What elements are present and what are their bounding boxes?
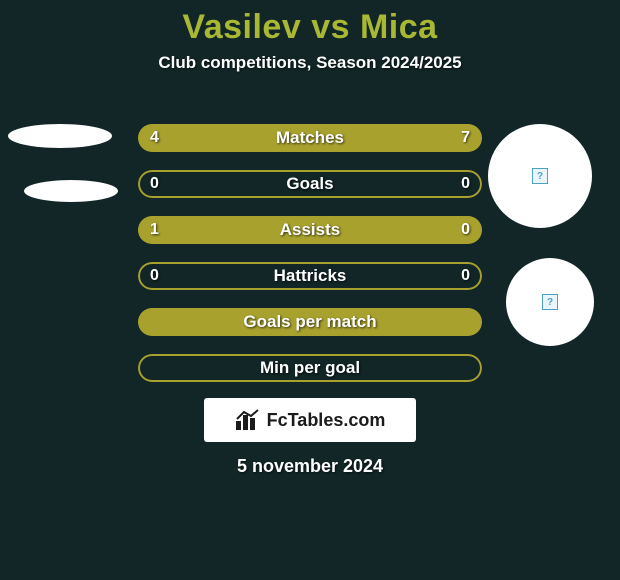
- stat-label: Goals: [138, 170, 482, 198]
- stat-label: Matches: [138, 124, 482, 152]
- stat-label: Min per goal: [138, 354, 482, 382]
- page-title: Vasilev vs Mica: [0, 0, 620, 47]
- stat-value-right: 0: [461, 216, 470, 244]
- fctables-logo: FcTables.com: [204, 398, 416, 442]
- vs-text: vs: [301, 8, 360, 46]
- stat-row: Assists1 0: [138, 216, 482, 244]
- stat-row: Matches4 7: [138, 124, 482, 152]
- player1-name: Vasilev: [182, 8, 301, 46]
- stat-label: Goals per match: [138, 308, 482, 336]
- stat-row: Goals per match: [138, 308, 482, 336]
- stat-row: Min per goal: [138, 354, 482, 382]
- stat-bars: Matches47Goals00Assists10Hattricks00Goal…: [138, 124, 482, 400]
- bars-icon: [235, 409, 261, 431]
- subtitle: Club competitions, Season 2024/2025: [0, 53, 620, 73]
- stat-row: Goals0 0: [138, 170, 482, 198]
- question-icon: ?: [532, 168, 548, 184]
- date-text: 5 november 2024: [0, 456, 620, 477]
- stat-label: Hattricks: [138, 262, 482, 290]
- right-circle-2: ?: [506, 258, 594, 346]
- right-circle-1: ?: [488, 124, 592, 228]
- left-ellipse-1: [8, 124, 112, 148]
- stat-value-left: 0: [150, 170, 159, 198]
- stat-value-left: 4: [150, 124, 159, 152]
- stat-value-right: 7: [461, 124, 470, 152]
- stat-value-right: 0: [461, 170, 470, 198]
- question-icon: ?: [542, 294, 558, 310]
- left-ellipse-2: [24, 180, 118, 202]
- logo-text: FcTables.com: [267, 410, 386, 431]
- stat-value-right: 0: [461, 262, 470, 290]
- stat-value-left: 1: [150, 216, 159, 244]
- stat-label: Assists: [138, 216, 482, 244]
- stat-row: Hattricks0 0: [138, 262, 482, 290]
- stat-value-left: 0: [150, 262, 159, 290]
- player2-name: Mica: [360, 8, 438, 46]
